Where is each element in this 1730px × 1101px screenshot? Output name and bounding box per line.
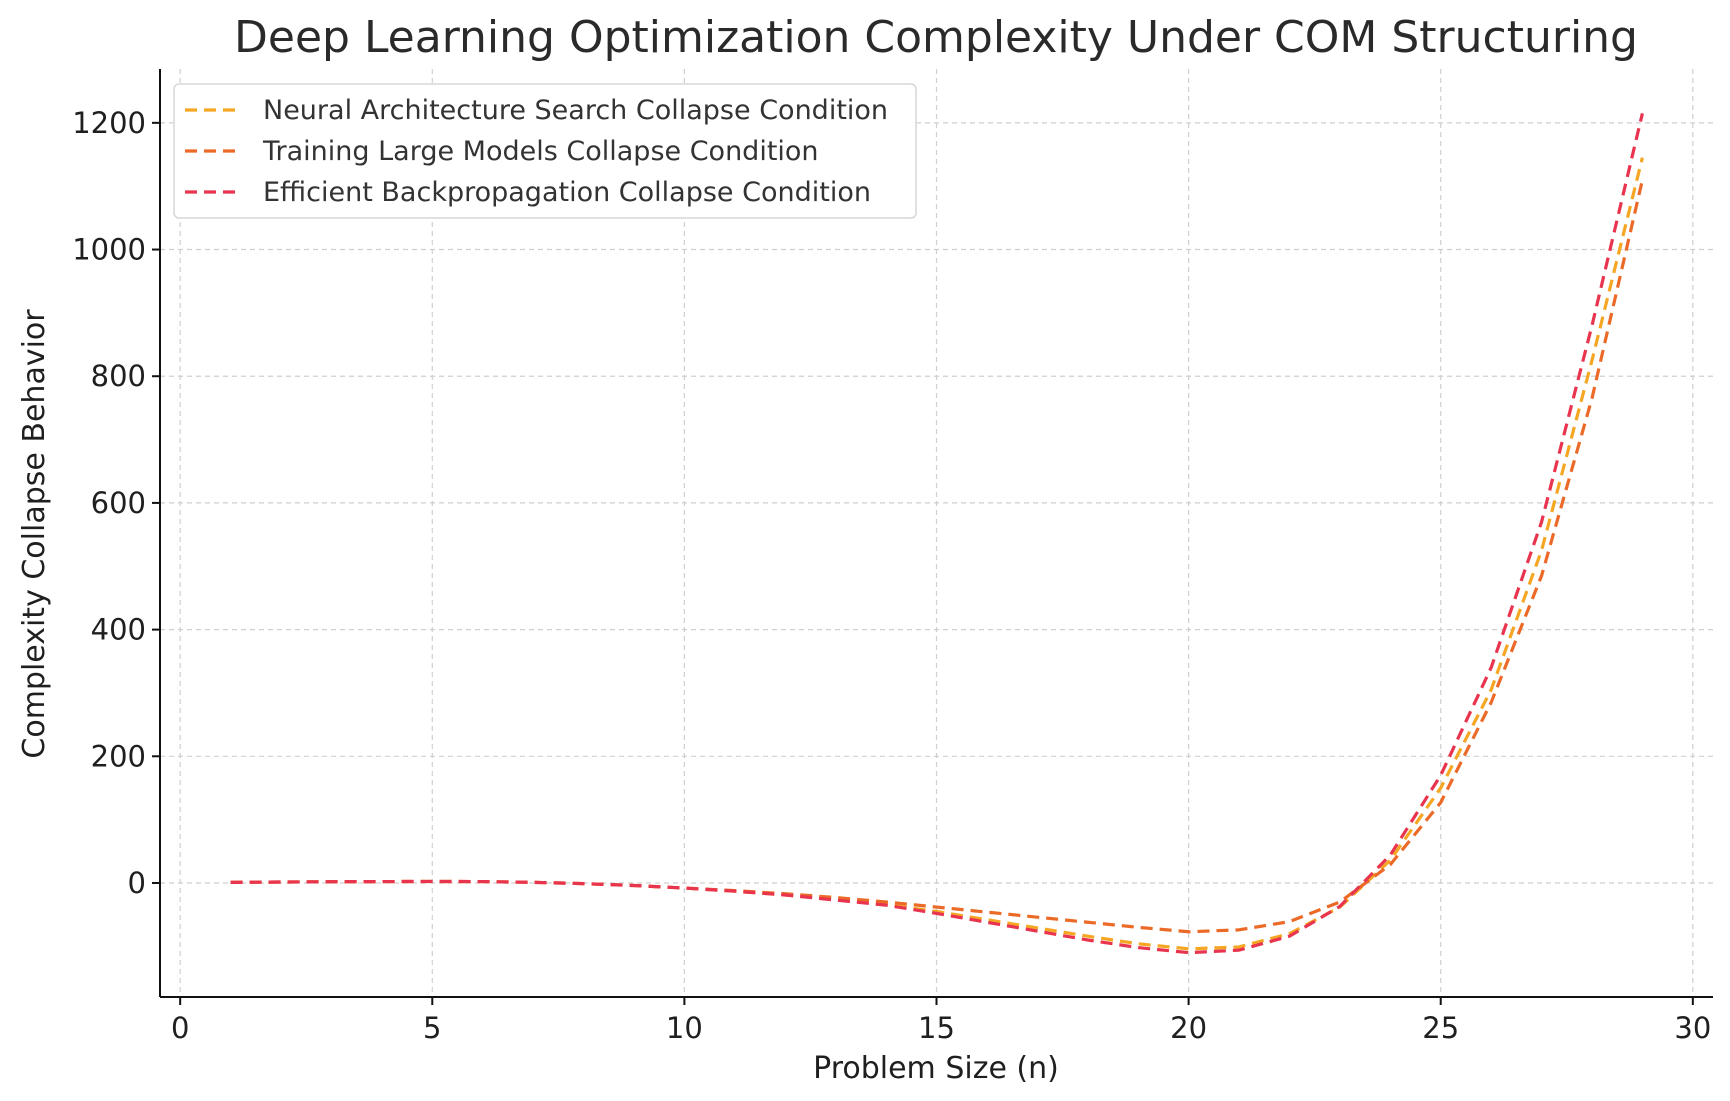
legend-box bbox=[173, 83, 917, 219]
x-tick-label: 5 bbox=[423, 1011, 441, 1045]
x-tick-label: 20 bbox=[1170, 1011, 1207, 1045]
legend-label-2: Training Large Models Collapse Condition bbox=[262, 136, 819, 167]
chart-title: Deep Learning Optimization Complexity Un… bbox=[234, 12, 1638, 63]
y-tick-label: 0 bbox=[128, 866, 146, 900]
series-group bbox=[230, 112, 1644, 955]
x-tick-label: 25 bbox=[1422, 1011, 1459, 1045]
y-axis-title: Complexity Collapse Behavior bbox=[17, 309, 52, 759]
x-tick-label: 10 bbox=[666, 1011, 703, 1045]
axes: 0 5 10 15 20 25 30 0 200 400 600 800 1000 1200 bbox=[72, 69, 1713, 1045]
y-tick-label: 600 bbox=[91, 486, 146, 520]
legend-label-3: Efficient Backpropagation Collapse Condi… bbox=[263, 177, 871, 208]
x-tick-label: 15 bbox=[918, 1011, 955, 1045]
legend-label-1: Neural Architecture Search Collapse Cond… bbox=[263, 95, 888, 126]
y-tick-label: 400 bbox=[91, 613, 146, 647]
x-tick-label: 30 bbox=[1674, 1011, 1711, 1045]
y-tick-label: 800 bbox=[91, 359, 146, 393]
grid bbox=[160, 69, 1713, 997]
y-tick-label: 200 bbox=[91, 739, 146, 773]
series-line-3 bbox=[230, 112, 1644, 955]
y-tick-label: 1000 bbox=[72, 233, 146, 267]
x-axis-title: Problem Size (n) bbox=[813, 1051, 1059, 1086]
y-tick-label: 1200 bbox=[72, 106, 146, 140]
x-tick-label: 0 bbox=[171, 1011, 189, 1045]
legend: Neural Architecture Search Collapse Cond… bbox=[173, 83, 917, 219]
